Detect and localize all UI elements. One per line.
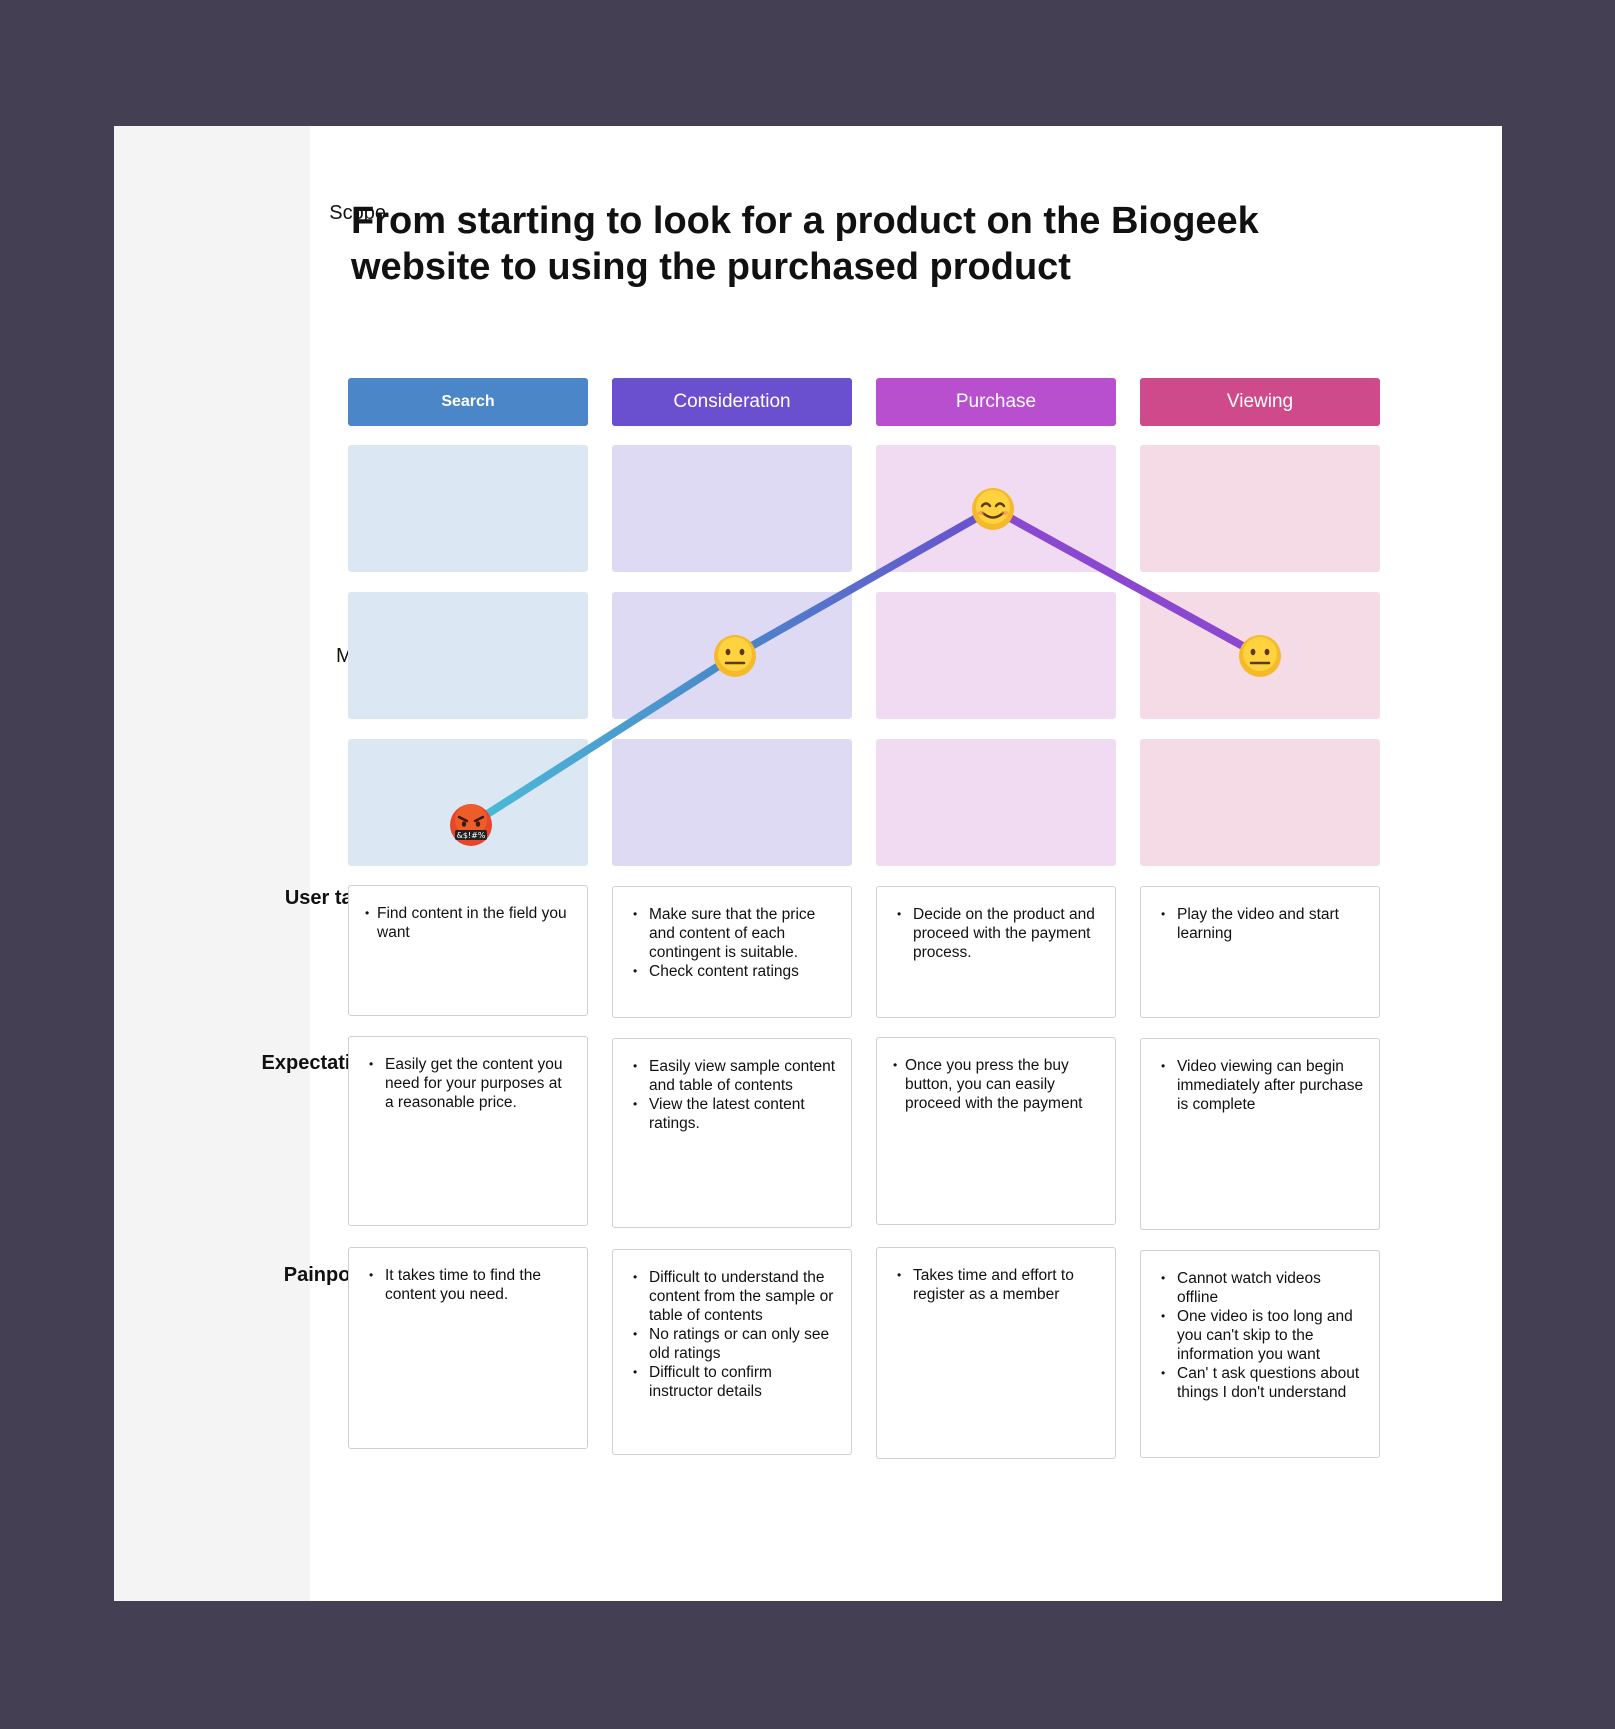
mood-cell	[876, 592, 1116, 719]
list-item: View the latest content ratings.	[625, 1095, 837, 1133]
neutral-face-icon	[713, 634, 757, 678]
mood-line-segment	[731, 504, 997, 660]
list-item: Can' t ask questions about things I don'…	[1153, 1364, 1365, 1402]
stage-header-consideration: Consideration	[612, 378, 852, 426]
angry-face-icon: &$!#%	[449, 803, 493, 847]
painpoint-box-purchase: Takes time and effort to register as a m…	[876, 1247, 1116, 1459]
user-task-box-search: Find content in the field you want	[348, 885, 588, 1016]
mood-cell	[612, 739, 852, 866]
journey-map-card: Scope Mood User tasks Expectations Painp…	[114, 126, 1502, 1601]
list-item: Easily view sample content and table of …	[625, 1057, 837, 1095]
list-item: It takes time to find the content you ne…	[361, 1266, 573, 1304]
list-item: Cannot watch videos offline	[1153, 1269, 1365, 1307]
mood-cell	[348, 592, 588, 719]
painpoint-box-viewing: Cannot watch videos offlineOne video is …	[1140, 1250, 1380, 1458]
painpoint-box-consideration: Difficult to understand the content from…	[612, 1249, 852, 1455]
stage-header-viewing: Viewing	[1140, 378, 1380, 426]
list-item: Video viewing can begin immediately afte…	[1153, 1057, 1365, 1114]
expectation-box-search: Easily get the content you need for your…	[348, 1036, 588, 1226]
scope-label: Scope	[329, 202, 386, 224]
user-task-box-consideration: Make sure that the price and content of …	[612, 886, 852, 1018]
happy-face-icon	[971, 487, 1015, 531]
list-item: Decide on the product and proceed with t…	[889, 905, 1101, 962]
mood-line-chart	[467, 504, 1264, 829]
list-item: Easily get the content you need for your…	[361, 1055, 573, 1112]
user-task-box-purchase: Decide on the product and proceed with t…	[876, 886, 1116, 1018]
mood-cell	[612, 445, 852, 572]
list-item: Make sure that the price and content of …	[625, 905, 837, 962]
list-item: Once you press the buy button, you can e…	[889, 1056, 1101, 1113]
row-labels-sidebar	[114, 126, 310, 1601]
mood-cell	[1140, 445, 1380, 572]
mood-cell	[1140, 739, 1380, 866]
stage-header-search: Search	[348, 378, 588, 426]
painpoint-box-search: It takes time to find the content you ne…	[348, 1247, 588, 1449]
list-item: No ratings or can only see old ratings	[625, 1325, 837, 1363]
list-item: One video is too long and you can't skip…	[1153, 1307, 1365, 1364]
list-item: Difficult to understand the content from…	[625, 1268, 837, 1325]
mood-line-segment	[989, 504, 1264, 660]
list-item: Check content ratings	[625, 962, 837, 981]
mood-cell	[876, 739, 1116, 866]
expectation-box-purchase: Once you press the buy button, you can e…	[876, 1037, 1116, 1225]
list-item: Play the video and start learning	[1153, 905, 1365, 943]
stage-header-purchase: Purchase	[876, 378, 1116, 426]
mood-cell	[348, 445, 588, 572]
neutral-face-icon	[1238, 634, 1282, 678]
page-title: From starting to look for a product on t…	[351, 200, 1259, 288]
angry-face-symbols: &$!#%	[457, 831, 486, 840]
mood-line-segment	[467, 651, 739, 829]
expectation-box-consideration: Easily view sample content and table of …	[612, 1038, 852, 1228]
list-item: Find content in the field you want	[361, 904, 573, 942]
list-item: Takes time and effort to register as a m…	[889, 1266, 1101, 1304]
expectation-box-viewing: Video viewing can begin immediately afte…	[1140, 1038, 1380, 1230]
list-item: Difficult to confirm instructor details	[625, 1363, 837, 1401]
user-task-box-viewing: Play the video and start learning	[1140, 886, 1380, 1018]
